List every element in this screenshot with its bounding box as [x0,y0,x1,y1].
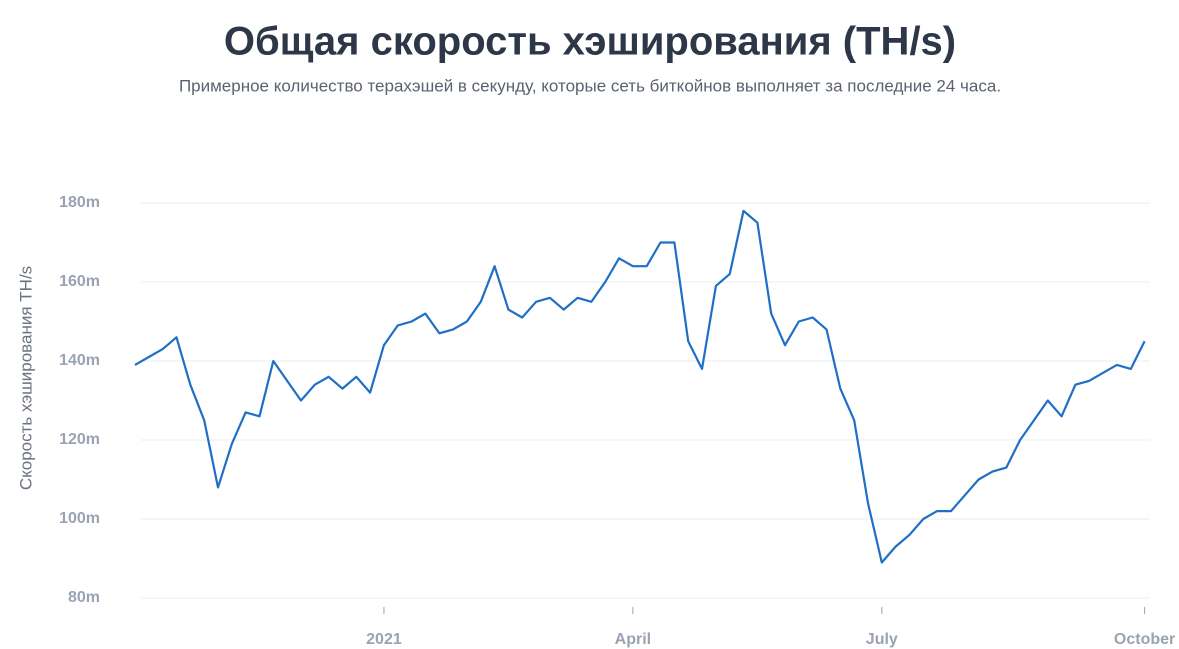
data-line [134,209,1146,564]
y-tick-label: 140m [59,352,100,369]
y-tick-label: 160m [59,273,100,290]
y-tick-label: 180m [59,194,100,211]
y-tick-label: 80m [68,589,100,606]
chart-subtitle: Примерное количество терахэшей в секунду… [179,76,1001,95]
chart-title: Общая скорость хэширования (TH/s) [224,20,956,64]
x-tick-label: April [615,631,651,648]
x-tick-label: 2021 [366,631,402,648]
y-tick-label: 120m [59,431,100,448]
x-tick-label: July [866,631,898,648]
x-tick-label: October [1114,631,1175,648]
y-axis-label: Скорость хэширования TH/s [16,266,35,490]
y-tick-label: 100m [59,510,100,527]
